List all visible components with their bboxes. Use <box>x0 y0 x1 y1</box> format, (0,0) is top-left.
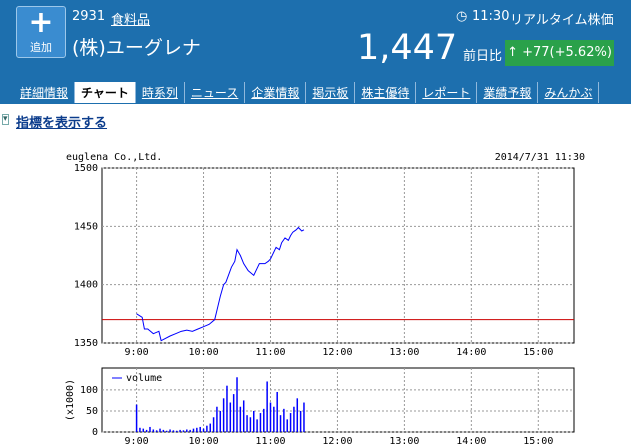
tabs: 詳細情報 チャート 時系列 ニュース 企業情報 掲示板 株主優待 レポート 業績予報 みんかぶ <box>14 82 600 103</box>
add-button[interactable]: + 追加 <box>16 6 66 58</box>
expand-icon: ▾ <box>2 114 9 125</box>
x-tick-label: 15:00 <box>523 347 553 358</box>
tab[interactable]: 時系列 <box>136 82 185 103</box>
tab[interactable]: レポート <box>416 82 478 103</box>
realtime: リアルタイム株価 <box>510 13 614 28</box>
time: 11:30 <box>472 9 510 24</box>
x-tick-label: 12:00 <box>322 436 352 446</box>
add-label: 追加 <box>30 41 52 54</box>
price-line <box>136 226 305 342</box>
tab[interactable]: 詳細情報 <box>14 82 76 103</box>
x-tick-label: 14:00 <box>456 347 486 358</box>
stock-name: (株)ユーグレナ <box>72 37 201 59</box>
change-box: ↑ +77(+5.62%) <box>505 40 614 66</box>
x-tick-label: 12:00 <box>322 347 352 358</box>
y-tick-label: 1400 <box>74 280 98 291</box>
y-tick-label: 100 <box>80 385 98 396</box>
plot-area <box>101 167 575 344</box>
y-tick-label: 1500 <box>74 163 98 174</box>
tab[interactable]: チャート <box>75 82 136 103</box>
x-tick-label: 11:00 <box>255 347 285 358</box>
tab[interactable]: ニュース <box>185 82 246 103</box>
y-tick-label: 1450 <box>74 221 98 232</box>
tab[interactable]: 業績予報 <box>477 82 539 103</box>
tab[interactable]: みんかぶ <box>538 82 600 103</box>
x-tick-label: 14:00 <box>456 436 486 446</box>
y-tick-label: 1350 <box>74 338 98 349</box>
x-tick-label: 9:00 <box>125 436 149 446</box>
x-tick-label: 10:00 <box>188 347 218 358</box>
tab[interactable]: 掲示板 <box>306 82 356 103</box>
legend-label: volume <box>126 373 162 384</box>
chart-subtitle: 2014/7/31 11:30 <box>495 152 585 163</box>
y-tick-label: 0 <box>92 427 98 438</box>
tab[interactable]: 企業情報 <box>245 82 307 103</box>
x-tick-label: 15:00 <box>523 436 553 446</box>
change: +77(+5.62%) <box>522 45 612 60</box>
code: 2931 <box>72 9 106 24</box>
plot-area <box>101 367 575 433</box>
indicator-link[interactable]: 指標を表示する <box>16 116 108 131</box>
price: 1,447 <box>357 28 458 68</box>
y-tick-label: 50 <box>86 406 98 417</box>
x-tick-label: 9:00 <box>125 347 149 358</box>
y-axis-label: (x1000) <box>65 379 76 421</box>
header: + 追加 2931 食料品 (株)ユーグレナ ◷ 11:30 リアルタイム株価 1… <box>0 0 631 104</box>
x-tick-label: 10:00 <box>188 436 218 446</box>
x-tick-label: 13:00 <box>389 436 419 446</box>
change-label: 前日比 <box>463 49 503 64</box>
clock-icon: ◷ <box>456 9 468 24</box>
tab[interactable]: 株主優待 <box>355 82 417 103</box>
x-tick-label: 11:00 <box>255 436 285 446</box>
x-tick-label: 13:00 <box>389 347 419 358</box>
sector[interactable]: 食料品 <box>111 13 151 28</box>
chart-title: euglena Co.,Ltd. <box>66 152 162 163</box>
